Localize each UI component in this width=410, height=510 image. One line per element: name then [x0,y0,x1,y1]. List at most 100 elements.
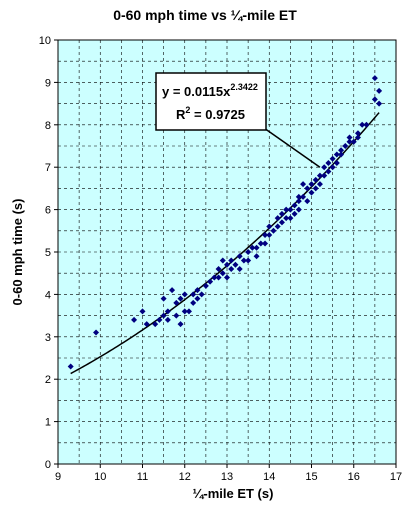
data-point [207,278,214,285]
data-point [224,274,230,281]
data-point [312,176,319,183]
data-point [177,321,184,328]
r-squared: R2 = 0.9725 [176,105,245,122]
y-tick-label: 10 [39,35,51,47]
data-point [266,223,273,230]
gridlines [58,40,396,464]
y-axis-label: 0-60 mph time (s) [10,199,25,306]
equation-base: y = 0.0115x [162,84,231,99]
data-point [270,227,277,234]
data-point [354,130,361,137]
data-point [316,172,323,179]
data-point [139,308,146,315]
data-points [67,75,383,370]
x-tick-label: 14 [263,471,275,483]
data-point [152,321,159,328]
data-point [160,312,167,319]
data-point [376,100,383,107]
data-point [304,185,311,192]
data-point [156,316,163,323]
data-point [321,172,328,179]
data-point [278,219,285,226]
data-point [173,299,180,306]
x-tick-label: 15 [305,471,317,483]
x-tick-label: 17 [390,471,402,483]
data-point [278,210,285,217]
y-tick-label: 1 [45,417,51,429]
data-point [304,198,311,205]
data-point [224,261,230,268]
data-point [236,253,243,260]
data-point [371,96,378,103]
data-point [371,75,378,82]
data-point [325,159,332,166]
data-point [354,134,361,141]
x-tick-label: 12 [179,471,191,483]
data-point [338,147,345,154]
data-point [211,274,218,281]
y-tick-label: 5 [45,247,51,259]
data-point [232,261,239,268]
data-point [169,287,176,294]
data-point [253,253,260,260]
data-point [287,215,294,222]
data-point [329,155,336,162]
data-point [274,223,281,230]
y-tick-label: 9 [45,77,51,89]
data-point [219,257,226,264]
x-axis-label: ¼-mile ET (s) [193,486,274,501]
data-point [266,232,273,239]
y-tick-label: 3 [45,332,51,344]
x-tick-label: 10 [94,471,106,483]
data-point [287,206,294,213]
data-point [321,164,328,171]
y-tick-label: 6 [45,205,51,217]
data-point [131,316,138,323]
data-point [262,240,269,247]
data-point [308,189,315,196]
data-point [295,193,302,200]
data-point [283,206,290,213]
y-tick-label: 8 [45,120,51,132]
x-tick-label: 16 [348,471,360,483]
data-point [190,299,197,306]
chart-title-text: 0-60 mph time vs ¼-mile ET [113,7,297,23]
data-point [67,363,74,370]
equation-leader-line [263,127,321,168]
data-point [164,316,171,323]
data-point [198,291,205,298]
data-point [185,308,192,315]
data-point [350,138,357,145]
data-point [333,151,340,158]
data-point [316,181,323,188]
data-point [160,295,167,302]
data-point [228,257,235,264]
data-point [173,312,180,319]
data-point [262,232,269,239]
data-point [329,164,336,171]
x-tick-label: 9 [55,471,61,483]
data-point [181,308,188,315]
r-squared-exponent: 2 [185,105,190,115]
data-point [300,181,307,188]
data-point [93,329,100,336]
data-point [194,287,201,294]
r-squared-symbol: R [176,107,186,122]
x-tick-label: 13 [221,471,233,483]
equation-exponent: 2.3422 [230,82,258,92]
y-tick-label: 7 [45,162,51,174]
data-point [346,134,353,141]
data-point [333,159,340,166]
data-point [346,138,353,145]
data-point [283,215,290,222]
data-point [194,295,201,302]
data-point [300,193,307,200]
y-tick-label: 0 [45,459,51,471]
data-point [249,244,256,251]
data-point [338,151,345,158]
data-point [215,274,222,281]
data-point [376,87,383,94]
r-squared-value: = 0.9725 [190,107,245,122]
